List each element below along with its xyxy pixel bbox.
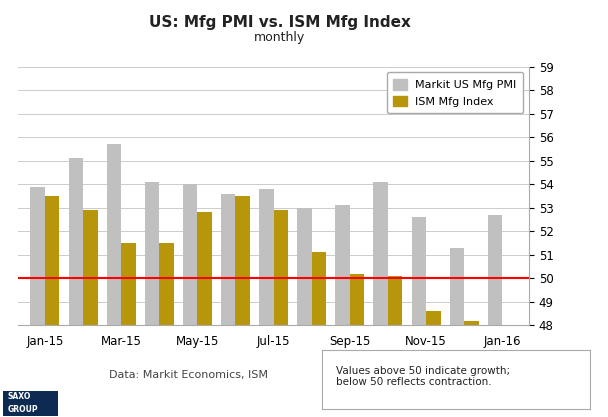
Bar bbox=[388, 276, 402, 417]
Bar bbox=[106, 144, 121, 417]
Bar bbox=[145, 182, 159, 417]
Text: Data: Markit Economics, ISM: Data: Markit Economics, ISM bbox=[109, 370, 269, 380]
Text: Values above 50 indicate growth;
below 50 reflects contraction.: Values above 50 indicate growth; below 5… bbox=[336, 366, 510, 387]
Text: GROUP: GROUP bbox=[8, 405, 38, 414]
Bar bbox=[30, 186, 45, 417]
Bar bbox=[121, 243, 136, 417]
Text: TradingFloor·com: TradingFloor·com bbox=[67, 399, 157, 408]
FancyBboxPatch shape bbox=[3, 391, 58, 416]
Bar bbox=[488, 215, 502, 417]
Bar bbox=[198, 212, 212, 417]
Bar bbox=[350, 274, 364, 417]
Bar bbox=[83, 210, 97, 417]
Bar bbox=[45, 196, 60, 417]
Bar bbox=[450, 248, 464, 417]
Bar bbox=[412, 217, 426, 417]
Bar bbox=[69, 158, 83, 417]
Bar bbox=[297, 208, 312, 417]
Bar bbox=[159, 243, 174, 417]
Bar bbox=[426, 311, 441, 417]
Bar bbox=[274, 210, 288, 417]
Bar bbox=[259, 189, 274, 417]
Text: monthly: monthly bbox=[254, 31, 305, 44]
Bar bbox=[221, 193, 235, 417]
Bar bbox=[235, 196, 250, 417]
Legend: Markit US Mfg PMI, ISM Mfg Index: Markit US Mfg PMI, ISM Mfg Index bbox=[387, 72, 523, 113]
Bar bbox=[312, 252, 326, 417]
Bar bbox=[336, 206, 350, 417]
Bar bbox=[373, 182, 388, 417]
Bar bbox=[464, 321, 478, 417]
Bar bbox=[183, 184, 198, 417]
Text: SAXO: SAXO bbox=[8, 392, 31, 401]
Text: US: Mfg PMI vs. ISM Mfg Index: US: Mfg PMI vs. ISM Mfg Index bbox=[149, 15, 410, 30]
